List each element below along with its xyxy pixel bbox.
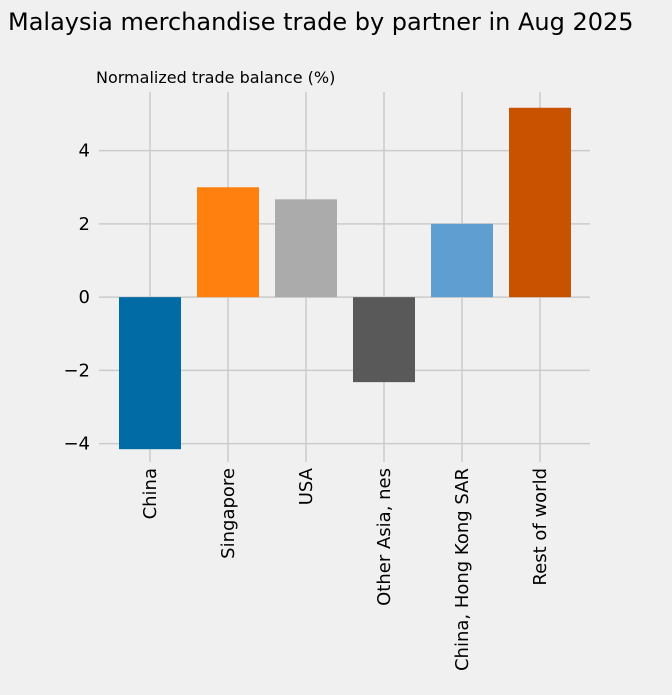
bar	[353, 297, 415, 383]
bar	[119, 297, 181, 450]
y-tick-label: −4	[63, 434, 90, 455]
bar	[275, 199, 337, 298]
x-tick-label: China	[140, 468, 161, 519]
x-tick-label: Rest of world	[530, 468, 551, 586]
x-tick-label: Other Asia, nes	[374, 468, 395, 606]
y-tick-labels: −4 −2 0 2 4	[63, 141, 90, 455]
x-tick-labels: China Singapore USA Other Asia, nes China, H…	[140, 467, 551, 671]
chart-title: Malaysia merchandise trade by partner in…	[8, 8, 634, 36]
x-tick-label: Singapore	[218, 468, 239, 559]
bar-layer	[119, 107, 571, 450]
bar	[431, 223, 493, 298]
y-tick-label: −2	[63, 360, 90, 381]
y-tick-label: 4	[79, 141, 90, 162]
chart-subtitle: Normalized trade balance (%)	[96, 68, 335, 87]
x-tick-label: China, Hong Kong SAR	[452, 468, 473, 671]
y-tick-label: 2	[79, 214, 90, 235]
x-tick-label: USA	[296, 467, 317, 505]
bar	[197, 187, 259, 298]
bar	[509, 107, 571, 298]
y-tick-label: 0	[79, 287, 90, 308]
